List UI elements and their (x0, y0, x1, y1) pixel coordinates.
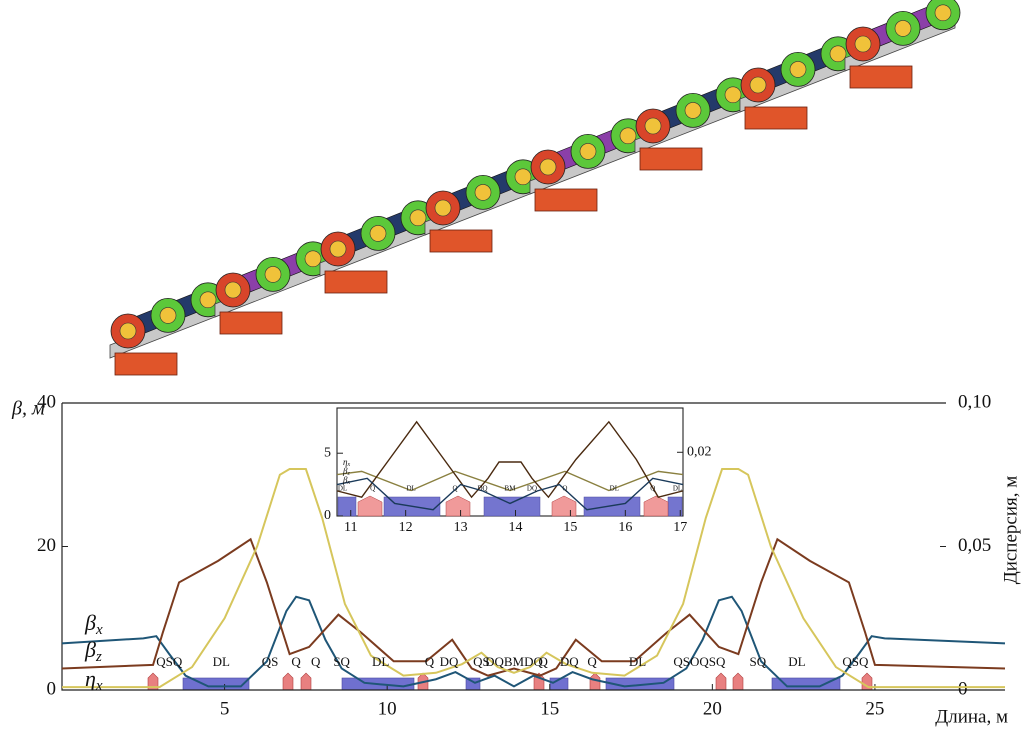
x-tick-label: 16 (618, 520, 632, 535)
element-label: QS (262, 654, 279, 669)
element-label: DQ (527, 485, 537, 493)
element-label: DL (610, 485, 619, 493)
y-tick-label: 20 (37, 535, 56, 556)
coil-core (935, 5, 951, 21)
element-label: Q (370, 485, 375, 493)
coil-core (410, 210, 426, 226)
coil-core (725, 87, 741, 103)
y2-tick-label: 0,05 (958, 535, 991, 556)
base-block (325, 271, 387, 293)
element-label: Q (562, 485, 567, 493)
y-tick-label: 5 (324, 445, 331, 460)
figure: 5101520250204000,050,10βxβzηxQSQDLQSQQSQ… (0, 0, 1028, 730)
element-label: Q (311, 654, 321, 669)
x-tick-label: 15 (540, 698, 559, 719)
coil-core (645, 118, 661, 134)
coil-core (515, 169, 531, 185)
coil-core (225, 282, 241, 298)
x-tick-label: 12 (399, 520, 413, 535)
element-label: Q (291, 654, 301, 669)
coil-core (200, 292, 216, 308)
legend-label: βx (84, 610, 103, 638)
inset-lattice (338, 497, 682, 516)
coil-core (620, 128, 636, 144)
coil-core (120, 323, 136, 339)
base-block (115, 353, 177, 375)
x-axis-label: Длина, м (935, 706, 1008, 727)
x-tick-label: 5 (220, 698, 230, 719)
coil-core (160, 307, 176, 323)
element-label: DL (213, 654, 230, 669)
x-tick-label: 14 (508, 520, 522, 535)
element-label: DQ (440, 654, 459, 669)
element-label: DQBMDQ (485, 654, 543, 669)
coil-core (370, 225, 386, 241)
element-label: Q (539, 654, 549, 669)
element-label: SQ (333, 654, 350, 669)
coil-core (475, 184, 491, 200)
y-tick-label: 0 (47, 678, 57, 699)
element-label: SQ (750, 654, 767, 669)
coil-core (540, 159, 556, 175)
y2-tick-label: 0,02 (687, 445, 712, 460)
page: {"chart_data": [ {"type": "line", "y_lab… (0, 0, 1028, 730)
element-label: Q (650, 485, 655, 493)
base-block (745, 107, 807, 129)
element-label: DL (372, 654, 389, 669)
coil-core (435, 200, 451, 216)
element-label: Q (453, 485, 458, 493)
coil-core (685, 102, 701, 118)
element-label: DL (338, 485, 347, 493)
y2-axis-label: Дисперсия, м (1000, 476, 1021, 585)
element-label: DQ (560, 654, 579, 669)
element-label: QSQ (156, 654, 183, 669)
x-tick-label: 20 (703, 698, 722, 719)
coil-core (750, 77, 766, 93)
element-label: QSQ (842, 654, 869, 669)
base-block (220, 312, 282, 334)
coil-core (895, 20, 911, 36)
x-tick-label: 17 (673, 520, 687, 535)
coil-core (305, 251, 321, 267)
base-block (535, 189, 597, 211)
element-label: QSOQSQ (673, 654, 726, 669)
y2-tick-label: 0 (958, 678, 968, 699)
element-label: Q (425, 654, 435, 669)
x-tick-label: 15 (563, 520, 577, 535)
x-tick-label: 25 (865, 698, 884, 719)
element-label: Q (587, 654, 597, 669)
coil-core (790, 61, 806, 77)
y-axis-label: β, м (11, 398, 45, 420)
accelerator-render (110, 0, 960, 375)
base-block (850, 66, 912, 88)
coil-core (855, 36, 871, 52)
base-block (430, 230, 492, 252)
x-tick-label: 11 (344, 520, 357, 535)
element-label: DQ (477, 485, 487, 493)
y2-tick-label: 0,10 (958, 391, 991, 412)
coil-core (830, 46, 846, 62)
y-tick-label: 0 (324, 508, 331, 523)
element-label: DL (406, 485, 415, 493)
element-label: BM (505, 485, 517, 493)
coil-core (580, 143, 596, 159)
main-quads (148, 673, 872, 690)
base-block (640, 148, 702, 170)
element-label: DL (629, 654, 646, 669)
element-label: DL (673, 485, 682, 493)
element-label: DL (788, 654, 805, 669)
x-tick-label: 13 (454, 520, 468, 535)
legend-label: ηx (85, 666, 103, 694)
coil-core (330, 241, 346, 257)
coil-core (265, 266, 281, 282)
x-tick-label: 10 (378, 698, 397, 719)
